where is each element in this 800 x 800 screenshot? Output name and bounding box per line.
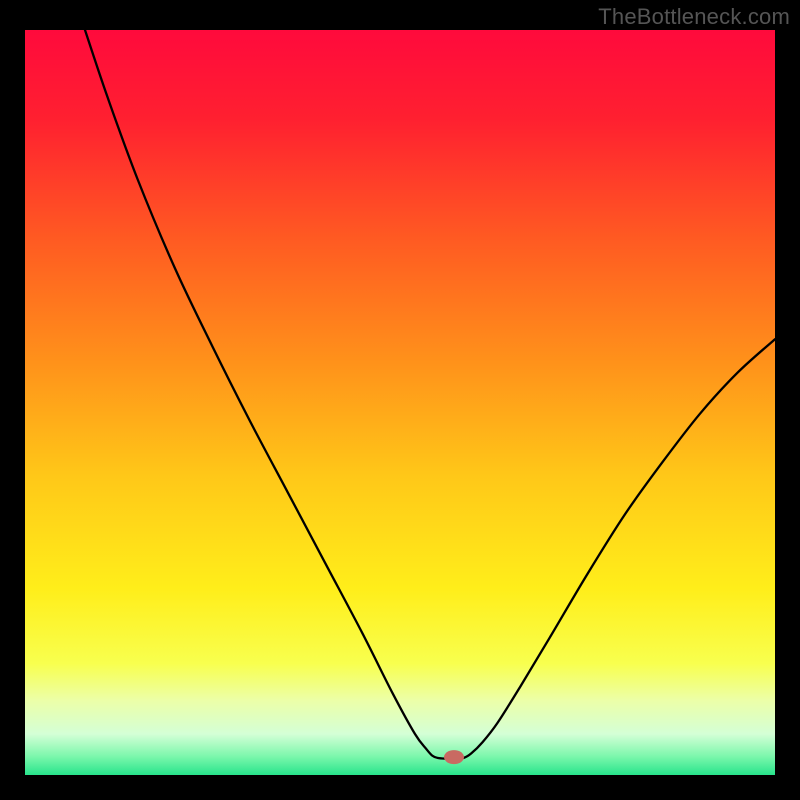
plot-svg: [25, 30, 775, 775]
plot-area: [25, 30, 775, 775]
chart-root: TheBottleneck.com: [0, 0, 800, 800]
optimum-marker: [444, 750, 464, 764]
chart-background: [25, 30, 775, 775]
watermark-text: TheBottleneck.com: [598, 4, 790, 30]
